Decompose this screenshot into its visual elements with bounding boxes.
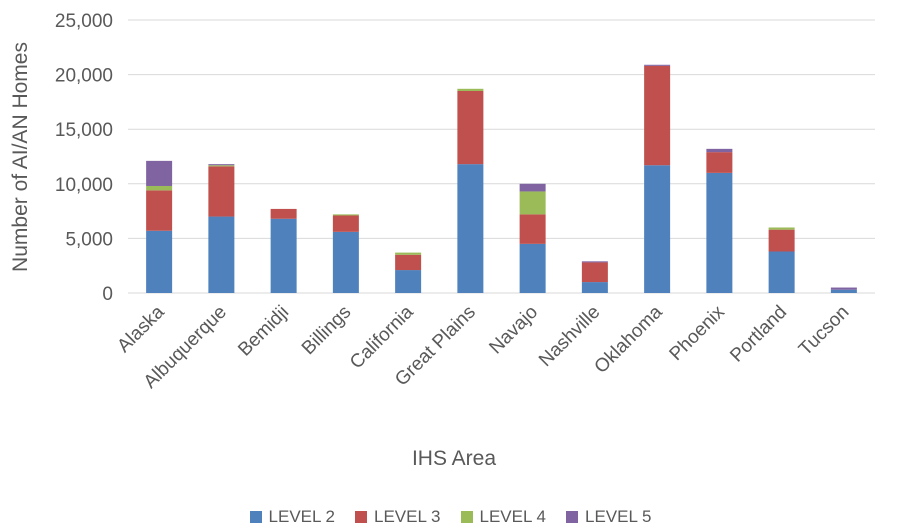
y-tick-label: 15,000 [55, 120, 113, 141]
bar-segment [706, 172, 733, 293]
bar-segment [395, 254, 422, 271]
legend-label: LEVEL 3 [374, 507, 441, 526]
bar-segment [830, 289, 857, 293]
y-tick-label: 20,000 [55, 66, 113, 87]
bar-segment [332, 231, 359, 293]
bar-segment [581, 262, 608, 283]
bar-segment [332, 215, 359, 232]
bar-segment [706, 152, 733, 173]
bar-segment [768, 251, 795, 293]
bars [146, 64, 857, 293]
bar-segment [270, 218, 297, 293]
legend-label: LEVEL 4 [479, 507, 546, 526]
legend-item: LEVEL 5 [565, 507, 652, 527]
bar-segment [146, 190, 173, 231]
bar-segment [146, 230, 173, 293]
bar-segment [581, 261, 608, 263]
gridlines [128, 19, 875, 294]
legend-item: LEVEL 4 [460, 507, 546, 527]
x-tick-label: Bemidji [234, 302, 293, 361]
bar-segment [395, 270, 422, 293]
bar-segment [768, 229, 795, 252]
bar-segment [208, 166, 235, 217]
x-tick-label: Navajo [485, 302, 542, 359]
bar-segment [830, 287, 857, 290]
bar-segment [395, 252, 422, 255]
stacked-bar-chart: 0 5,000 10,000 15,000 20,000 25,000 AlaskaAlb… [9, 11, 875, 470]
bar-segment [208, 216, 235, 293]
bar-segment [644, 165, 671, 293]
y-tick-label: 0 [102, 284, 113, 305]
x-tick-label: Alaska [113, 301, 168, 356]
bar-segment [208, 164, 235, 166]
bar-segment [457, 164, 484, 293]
bar-segment [519, 183, 546, 192]
bar-segment [768, 227, 795, 230]
x-tick-label: Billings [298, 302, 355, 359]
legend-swatch [565, 511, 578, 523]
y-tick-label: 10,000 [55, 175, 113, 196]
bar-segment [270, 208, 297, 219]
legend-label: LEVEL 5 [584, 507, 652, 526]
x-tick-label: Oklahoma [591, 301, 667, 377]
x-tick-label: Portland [726, 302, 791, 367]
bar-segment [457, 90, 484, 165]
bar-segment [146, 185, 173, 191]
bar-segment [581, 282, 608, 293]
bar-segment [706, 148, 733, 153]
legend: LEVEL 2 LEVEL 3 LEVEL 4 LEVEL 5 [0, 506, 901, 528]
legend-item: LEVEL 2 [249, 507, 336, 527]
legend-label: LEVEL 2 [268, 507, 336, 526]
bar-segment [644, 65, 671, 166]
bar-segment [332, 214, 359, 216]
legend-swatch [249, 511, 262, 523]
bar-segment [519, 191, 546, 215]
x-tick-label: Phoenix [666, 301, 730, 365]
bar-segment [519, 243, 546, 293]
y-tick-label: 5,000 [65, 229, 113, 250]
y-axis-title: Number of AI/AN Homes [9, 42, 32, 272]
y-tick-labels: 0 5,000 10,000 15,000 20,000 25,000 [55, 11, 113, 305]
x-tick-label: Tucson [795, 302, 853, 360]
bar-segment [457, 88, 484, 91]
bar-segment [644, 64, 671, 66]
bar-segment [146, 160, 173, 186]
legend-swatch [355, 511, 368, 523]
legend-swatch [460, 511, 473, 523]
legend-item: LEVEL 3 [355, 507, 441, 527]
y-tick-label: 25,000 [55, 11, 113, 32]
x-axis-title: IHS Area [412, 447, 496, 470]
bar-segment [519, 214, 546, 244]
bar-segment [208, 165, 235, 167]
